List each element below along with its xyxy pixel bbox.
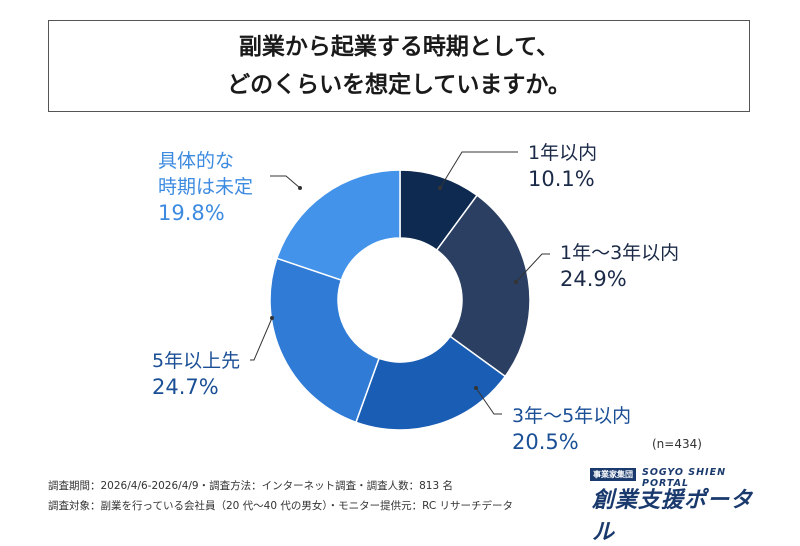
brand-logo: 事業家集団 SOGYO SHIEN PORTAL 創業支援ポータル [590,466,760,545]
slice-label-3-name: 3年〜5年以内 [512,405,632,427]
leader-line-4 [250,317,273,361]
donut-slices [269,169,531,431]
donut-slice-3 [355,335,507,431]
donut-slice-5 [275,169,401,282]
slice-label-2-name: 1年〜3年以内 [560,242,680,264]
slice-label-5-name-line1: 具体的な [158,150,235,172]
logo-japanese: 創業支援ポータル [592,488,754,545]
leader-line-5 [270,175,301,189]
slice-label-1: 1年以内 10.1% [528,140,597,192]
chart-title-box: 副業から起業する時期として、 どのくらいを想定していますか。 [48,20,750,112]
donut-chart [250,151,550,431]
slice-label-5-name-line2: 時期は未定 [158,176,254,198]
footer-line2: 調査対象：副業を行っている会社員（20 代〜40 代の男女）・モニター提供元：R… [48,500,514,512]
leader-dot-4 [270,316,274,320]
chart-title-line1: 副業から起業する時期として、 [238,34,560,60]
leader-line-1 [439,151,518,189]
sample-size-note: (n=434) [652,437,702,451]
logo-tag: 事業家集団 [590,468,636,481]
slice-label-5: 具体的な 時期は未定 19.8% [158,148,253,226]
slice-label-3: 3年〜5年以内 20.5% [512,403,631,455]
leader-line-3 [475,387,502,415]
leader-line-2 [515,253,550,283]
donut-slice-2 [435,194,531,378]
slice-label-1-name: 1年以内 [528,142,598,164]
leader-dot-2 [514,280,518,284]
slice-label-2: 1年〜3年以内 24.9% [560,240,679,292]
chart-title-line2: どのくらいを想定していますか。 [227,72,571,98]
footer-line1: 調査期間：2026/4/6-2026/4/9・調査方法：インターネット調査・調査… [48,480,453,492]
leader-lines [250,151,550,415]
donut-slice-4 [269,257,380,424]
slice-label-2-value: 24.9% [560,267,627,291]
slice-label-4-value: 24.7% [152,375,219,399]
slice-label-4-name: 5年以上先 [152,350,241,372]
slice-label-5-value: 19.8% [158,201,225,225]
leader-dot-3 [474,386,478,390]
logo-english: SOGYO SHIEN PORTAL [642,467,727,489]
leader-dot-5 [298,186,302,190]
slice-label-3-value: 20.5% [512,430,579,454]
slice-label-4: 5年以上先 24.7% [152,348,240,400]
leader-dot-1 [438,186,442,190]
slice-label-1-value: 10.1% [528,167,595,191]
